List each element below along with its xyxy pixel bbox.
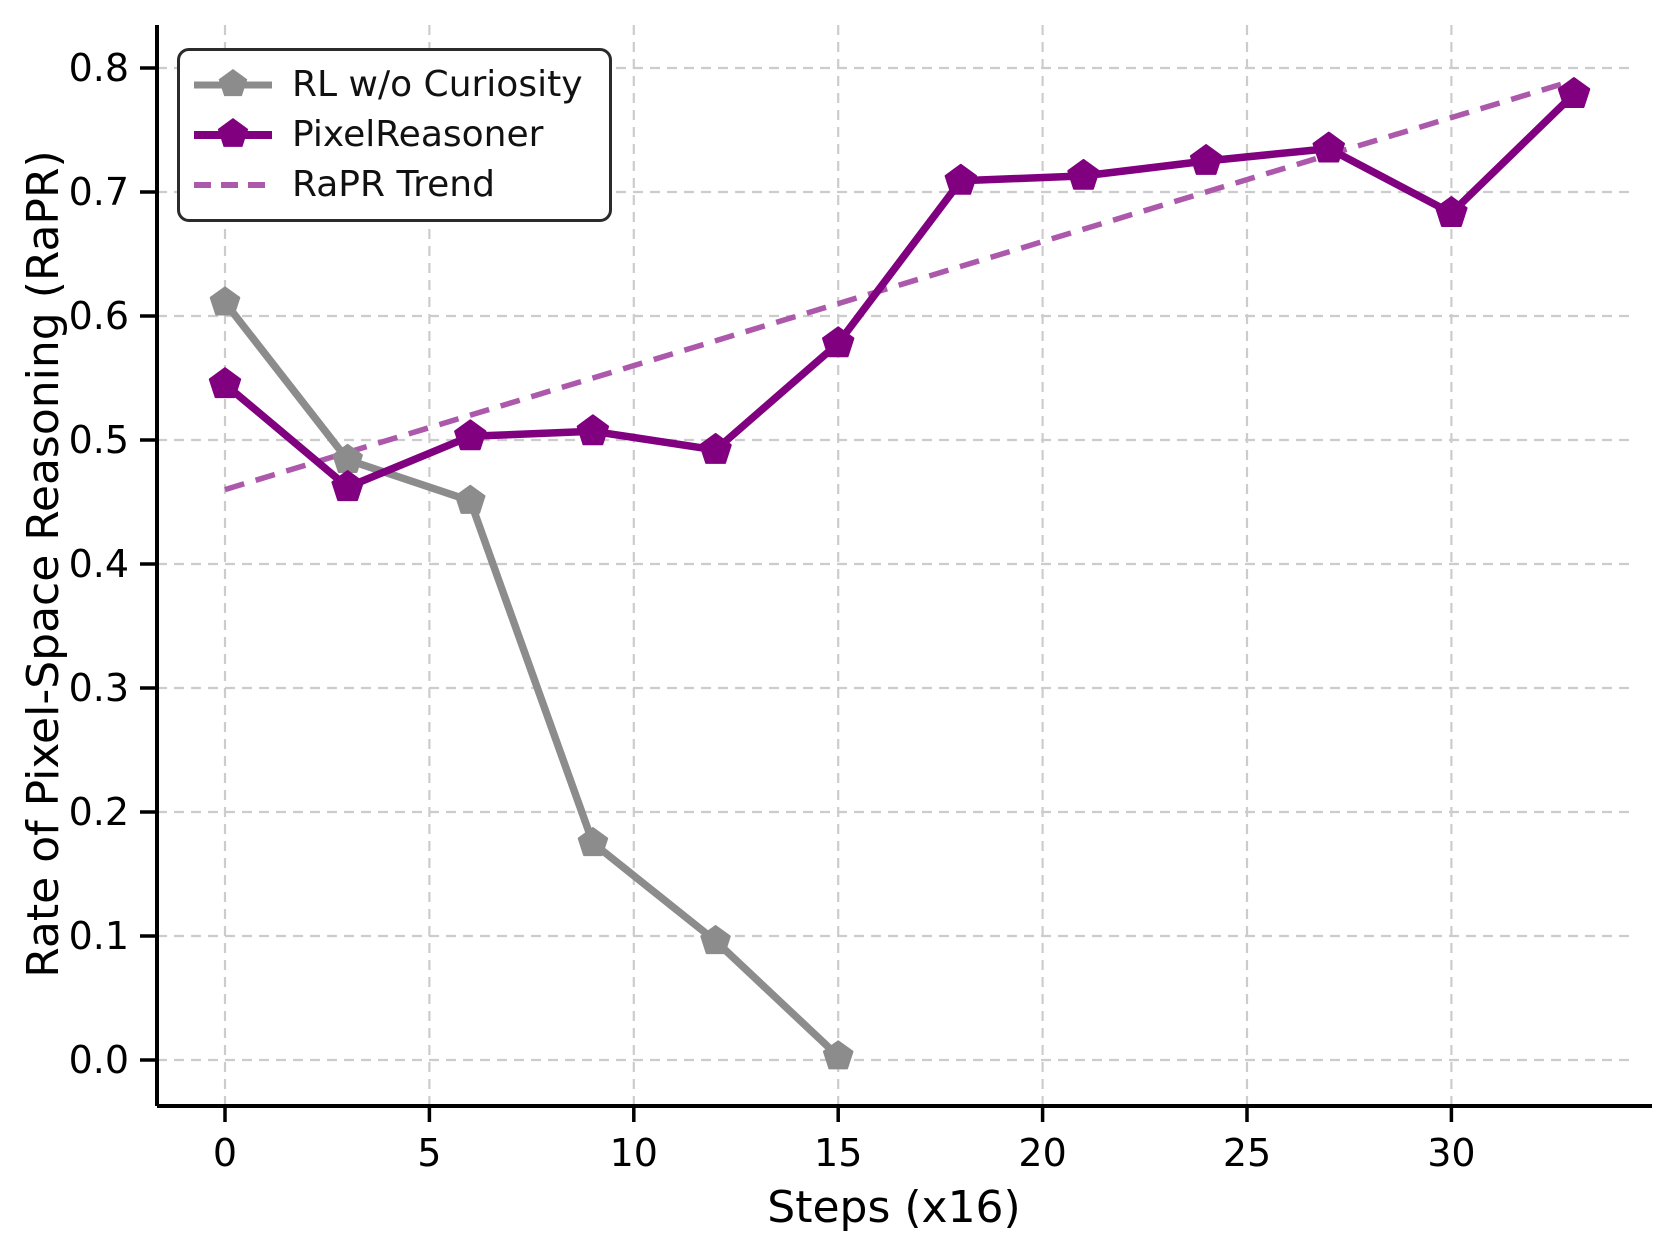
y-tick-label: 0.2	[69, 790, 129, 834]
data-point-marker	[576, 414, 610, 446]
legend-label: PixelReasoner	[292, 114, 544, 155]
y-tick-label: 0.4	[69, 542, 129, 586]
data-point-marker	[1312, 131, 1345, 163]
gray-line-pentagon-icon	[194, 69, 272, 97]
data-point-marker	[209, 286, 241, 316]
data-point-marker	[1067, 158, 1100, 190]
legend-item-pixelreasoner: PixelReasoner	[192, 111, 583, 159]
grid-lines	[157, 25, 1632, 1106]
data-point-marker	[944, 163, 978, 195]
data-point-marker	[1435, 196, 1468, 227]
x-tick-label: 25	[1223, 1131, 1271, 1175]
series-line-0	[222, 300, 841, 1060]
data-point-marker	[455, 484, 486, 514]
data-point-marker	[1557, 77, 1591, 108]
data-series	[208, 77, 1591, 1070]
y-tick-label: 0.0	[69, 1038, 129, 1082]
x-tick-label: 10	[610, 1131, 658, 1175]
y-tick-label: 0.3	[69, 666, 129, 710]
legend-label: RL w/o Curiosity	[292, 64, 583, 105]
x-tick-label: 5	[417, 1131, 441, 1175]
y-tick-label: 0.8	[69, 46, 129, 90]
x-tick-label: 15	[814, 1131, 862, 1175]
x-tick-label: 30	[1427, 1131, 1475, 1175]
data-point-marker	[700, 925, 731, 955]
data-point-marker	[454, 419, 487, 451]
data-point-marker	[331, 470, 364, 502]
data-point-marker	[822, 1040, 854, 1070]
y-tick-label: 0.1	[69, 914, 129, 958]
axis-ticks: 0 5 10 15 20 25 30 0.0 0.1 0.2 0.3 0.4 0.5 0.6 0.7 0.8	[69, 46, 1476, 1175]
y-axis-label: Rate of Pixel-Space Reasoning (RaPR)	[18, 150, 69, 977]
data-point-marker	[1189, 144, 1223, 175]
x-axis-label: Steps (x16)	[767, 1182, 1020, 1233]
data-point-marker	[699, 432, 732, 464]
dashed-line-icon	[194, 182, 272, 188]
y-tick-label: 0.5	[69, 418, 129, 462]
y-tick-label: 0.6	[69, 294, 129, 338]
data-point-marker	[822, 326, 855, 358]
legend-label: RaPR Trend	[292, 164, 495, 205]
legend-item-rl-wo-curiosity: RL w/o Curiosity	[192, 61, 583, 109]
data-point-marker	[577, 827, 609, 857]
purple-line-pentagon-icon	[194, 118, 272, 147]
series-line-2	[224, 77, 1575, 493]
legend: RL w/o Curiosity PixelReasoner RaPR Tren…	[177, 48, 612, 222]
y-tick-label: 0.7	[69, 170, 129, 214]
x-tick-label: 20	[1018, 1131, 1066, 1175]
data-point-marker	[208, 367, 242, 399]
legend-item-rapr-trend: RaPR Trend	[192, 161, 583, 209]
x-tick-label: 0	[213, 1131, 237, 1175]
series-line-1	[222, 91, 1577, 491]
